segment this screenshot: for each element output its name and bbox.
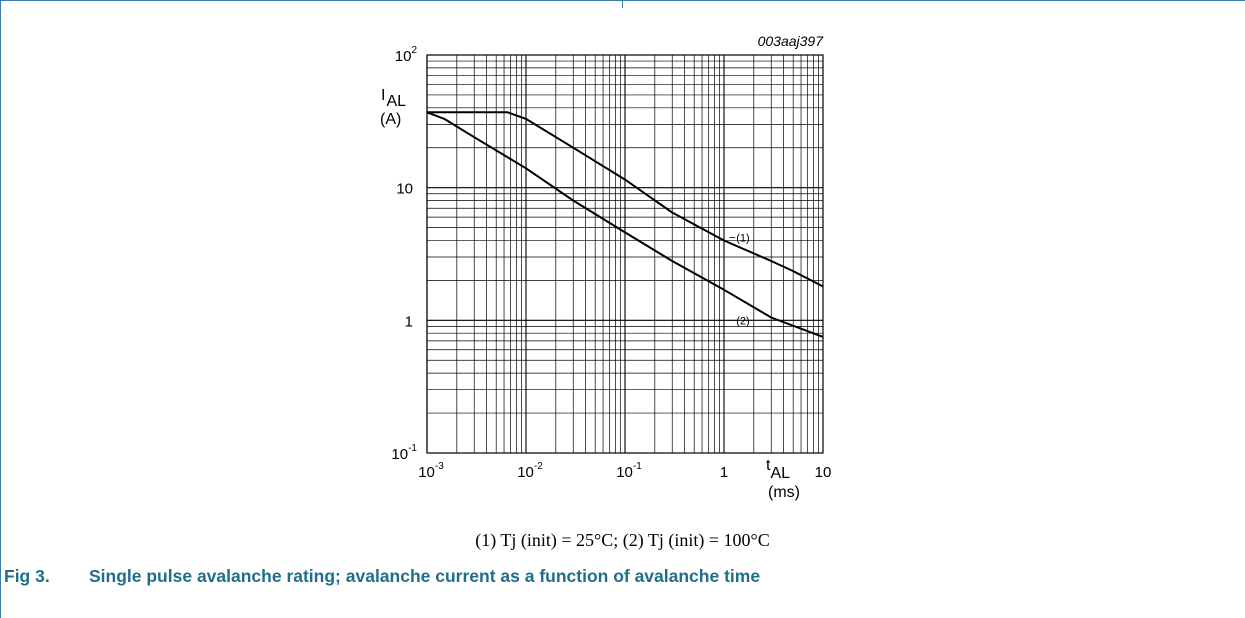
y-tick-label: 10 [396, 181, 413, 198]
y-tick-label-base: 10 [391, 446, 408, 463]
chart-labels-layer: 10-3 10-2 10-1 1 1010-1110102IAL(A)tAL(ms)00… [380, 33, 831, 501]
x-tick-label-base: 10 [616, 464, 633, 481]
series-label-2: (2) [736, 315, 749, 327]
frame-divider-tick [622, 0, 623, 8]
y-tick-label: 102 [395, 45, 418, 65]
y-tick-label: 1 [405, 313, 413, 330]
x-tick-label-exponent: -2 [534, 461, 543, 472]
chart-grid-minor [427, 55, 823, 453]
x-tick-label-base: 10 [418, 464, 435, 481]
condition-note: (1) Tj (init) = 25°C; (2) Tj (init) = 10… [0, 530, 1245, 551]
x-tick-label: 10-1 [616, 461, 642, 481]
x-tick-label-base: 10 [517, 464, 534, 481]
y-axis-label-sub: AL [386, 93, 406, 110]
series-label-1: (1) [736, 233, 749, 245]
x-tick-label: 1 [720, 464, 728, 481]
x-tick-label-exponent: -1 [633, 461, 642, 472]
figure-caption: Fig 3. Single pulse avalanche rating; ava… [4, 566, 760, 587]
plot-area-frame [426, 54, 824, 454]
condition-note-text: (1) Tj (init) = 25°C; (2) Tj (init) = 10… [475, 530, 770, 550]
y-axis-unit: (A) [380, 111, 401, 128]
x-tick-label-base: 1 [720, 464, 728, 481]
frame-left-border [0, 0, 1, 618]
x-tick-label: 10 [815, 464, 832, 481]
x-tick-label-exponent: -3 [435, 461, 444, 472]
x-tick-label: 10-3 [418, 461, 444, 481]
x-tick-label: 10-2 [517, 461, 543, 481]
figure-number: Fig 3. [4, 566, 50, 586]
y-tick-label-exponent: -1 [408, 443, 417, 454]
y-tick-label-exponent: 2 [411, 45, 417, 56]
y-axis-label-main: I [381, 87, 385, 104]
figure-code: 003aaj397 [758, 33, 825, 49]
x-axis-label: tAL [766, 457, 790, 482]
y-axis-label: IAL [381, 87, 406, 110]
chart-series-layer [426, 111, 824, 338]
y-tick-label-base: 1 [405, 313, 413, 330]
series-line-1 [427, 111, 824, 288]
y-tick-label: 10-1 [391, 443, 417, 463]
x-axis-unit: (ms) [768, 484, 800, 501]
y-tick-label-base: 10 [395, 48, 412, 65]
x-axis-label-sub: AL [770, 465, 790, 482]
y-tick-label-base: 10 [396, 181, 413, 198]
x-tick-label-base: 10 [815, 464, 832, 481]
x-axis-label-main: t [766, 457, 771, 474]
series-line-2 [426, 111, 824, 338]
figure-caption-text: Single pulse avalanche rating; avalanche… [89, 566, 761, 586]
